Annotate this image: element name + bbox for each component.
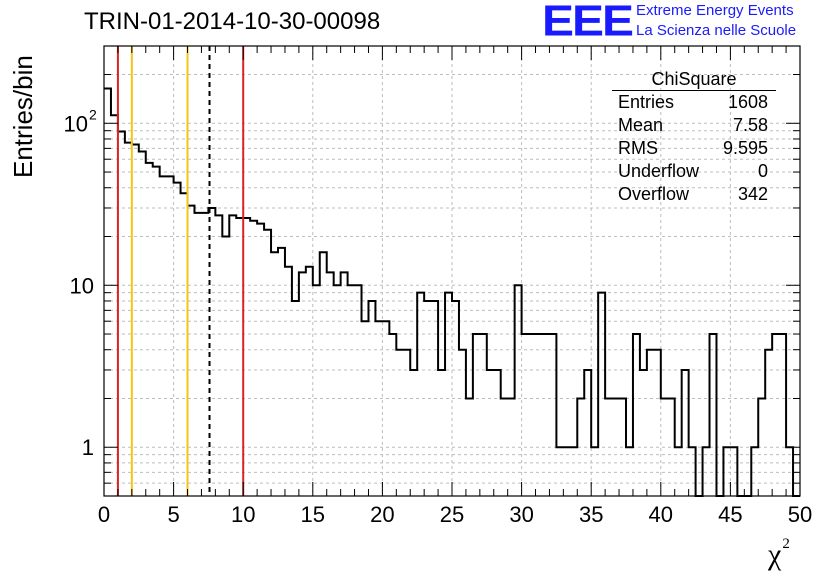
x-tick-label: 45	[718, 502, 742, 527]
brand-line-2: La Scienza nelle Scuole	[636, 22, 797, 39]
stats-value: 0	[757, 161, 768, 181]
brand-line-1: Extreme Energy Events	[636, 2, 794, 19]
marker-lines-layer	[116, 46, 245, 496]
stats-value: 7.58	[732, 115, 768, 135]
x-tick-label: 50	[788, 502, 812, 527]
y-axis-label: Entries/bin	[8, 55, 38, 178]
y-tick-label-exponent: 2	[89, 106, 97, 122]
stats-row-overflow: Overflow 342	[612, 183, 776, 206]
histogram-outline	[104, 87, 800, 497]
x-axis-label-superscript: 2	[782, 536, 790, 552]
x-tick-label: 5	[167, 502, 179, 527]
stats-value: 1608	[727, 92, 768, 112]
stats-label: Entries	[618, 92, 675, 112]
chart-title: TRIN-01-2014-10-30-00098	[84, 8, 381, 35]
x-tick-label: 15	[301, 502, 325, 527]
stats-row-rms: RMS 9.595	[612, 137, 776, 160]
eee-logo: EEE	[542, 0, 634, 46]
stats-value: 9.595	[722, 138, 768, 158]
x-axis-label-symbol: χ	[768, 538, 782, 571]
x-axis-label: χ2	[768, 536, 790, 572]
histogram-layer	[104, 87, 800, 497]
stats-row-underflow: Underflow 0	[612, 160, 776, 183]
y-tick-label: 10	[70, 273, 94, 298]
stats-label: Mean	[618, 115, 664, 135]
x-tick-label: 35	[579, 502, 603, 527]
x-tick-label: 40	[649, 502, 673, 527]
x-tick-label: 20	[370, 502, 394, 527]
stats-value: 342	[737, 184, 768, 204]
stats-label: Underflow	[618, 161, 700, 181]
stats-row-entries: Entries 1608	[612, 91, 776, 114]
y-tick-label: 1	[82, 435, 94, 460]
x-tick-label: 25	[440, 502, 464, 527]
stats-label: Overflow	[618, 184, 690, 204]
y-tick-label: 10	[64, 111, 88, 136]
stats-title: ChiSquare	[612, 68, 776, 91]
x-tick-label: 0	[98, 502, 110, 527]
stats-label: RMS	[618, 138, 658, 158]
stats-row-mean: Mean 7.58	[612, 114, 776, 137]
x-tick-label: 30	[509, 502, 533, 527]
stats-box: ChiSquare Entries 1608 Mean 7.58 RMS 9.595 …	[612, 68, 776, 206]
x-tick-label: 10	[231, 502, 255, 527]
